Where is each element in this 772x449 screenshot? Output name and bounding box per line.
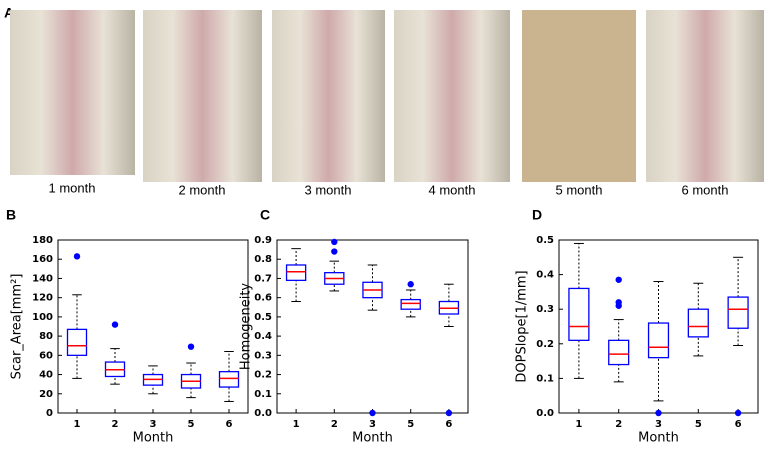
- y-tick-label: 0: [46, 408, 53, 419]
- outlier: [331, 238, 338, 246]
- y-tick-label: 0.5: [254, 312, 272, 323]
- box: [608, 339, 630, 366]
- photo-caption: 5 month: [556, 182, 603, 197]
- y-axis-label: Scar_Area[mm²]: [10, 274, 25, 380]
- outlier: [615, 302, 622, 309]
- box: [400, 298, 421, 310]
- photo-caption: 1 month: [49, 180, 96, 195]
- photo-caption: 3 month: [305, 182, 352, 197]
- y-tick-label: 0.6: [254, 293, 272, 304]
- y-tick-label: 40: [39, 370, 53, 381]
- y-tick-label: 140: [32, 273, 53, 284]
- y-tick-label: 0.9: [254, 235, 272, 246]
- y-tick-label: 60: [39, 350, 53, 361]
- panel-label: C: [260, 207, 270, 223]
- y-tick-label: 0.7: [254, 273, 272, 284]
- y-tick-label: 0.0: [536, 408, 554, 419]
- photo-caption: 4 month: [429, 182, 476, 197]
- y-tick-label: 0.8: [254, 254, 272, 265]
- y-tick-label: 160: [32, 254, 53, 265]
- x-axis-label: Month: [352, 431, 393, 446]
- x-tick-label: 2: [331, 419, 338, 430]
- y-axis-label: DOPSlope[1/mm]: [515, 270, 530, 382]
- panel-label: A: [4, 5, 14, 21]
- outlier: [734, 409, 742, 417]
- photo: [272, 10, 385, 182]
- outlier: [187, 343, 195, 350]
- photo-caption: 6 month: [682, 182, 729, 197]
- y-tick-label: 0.0: [254, 408, 272, 419]
- box: [66, 328, 88, 356]
- photo-caption: 2 month: [179, 182, 226, 197]
- box: [568, 287, 590, 341]
- x-tick-label: 3: [655, 419, 662, 430]
- x-tick-label: 6: [735, 419, 742, 430]
- panel-label: D: [532, 207, 542, 223]
- y-tick-label: 0.4: [536, 270, 554, 281]
- photo: [522, 10, 636, 182]
- x-tick-label: 2: [615, 419, 622, 430]
- photo: [10, 10, 135, 175]
- outlier: [331, 248, 338, 255]
- outlier: [655, 409, 662, 417]
- y-tick-label: 0.2: [536, 339, 554, 350]
- y-tick-label: 0.5: [536, 235, 554, 246]
- box: [687, 308, 709, 338]
- x-tick-label: 3: [150, 419, 157, 430]
- y-tick-label: 0.1: [536, 373, 554, 384]
- outlier: [73, 253, 81, 260]
- y-tick-label: 0.4: [254, 331, 272, 342]
- outlier: [615, 276, 622, 283]
- outlier: [445, 409, 453, 417]
- x-tick-label: 6: [226, 419, 233, 430]
- panel-label: B: [6, 207, 16, 223]
- y-tick-label: 100: [32, 312, 53, 323]
- y-tick-label: 120: [32, 293, 53, 304]
- y-tick-label: 20: [39, 389, 53, 400]
- x-axis-label: Month: [133, 431, 174, 446]
- x-tick-label: 1: [575, 419, 582, 430]
- y-axis-label: Homogeneity: [239, 283, 254, 371]
- outlier: [111, 321, 119, 328]
- photo: [646, 10, 764, 182]
- x-tick-label: 5: [407, 419, 414, 430]
- outlier: [369, 409, 376, 417]
- x-tick-label: 5: [695, 419, 702, 430]
- y-tick-label: 80: [39, 331, 53, 342]
- box: [727, 296, 749, 329]
- y-tick-label: 0.2: [254, 370, 272, 381]
- y-tick-label: 180: [32, 235, 53, 246]
- box: [218, 371, 240, 388]
- x-tick-label: 1: [74, 419, 81, 430]
- photo: [394, 10, 510, 182]
- y-tick-label: 0.3: [536, 304, 554, 315]
- x-tick-label: 5: [188, 419, 195, 430]
- x-tick-label: 6: [445, 419, 452, 430]
- y-tick-label: 0.1: [254, 389, 272, 400]
- y-tick-label: 0.3: [254, 350, 272, 361]
- photos: [10, 10, 764, 182]
- outlier: [407, 281, 414, 288]
- x-axis-label: Month: [638, 431, 679, 446]
- x-tick-label: 2: [112, 419, 119, 430]
- box: [647, 322, 670, 359]
- x-tick-label: 3: [369, 419, 376, 430]
- x-tick-label: 1: [293, 419, 300, 430]
- box: [285, 264, 307, 282]
- photo: [143, 10, 262, 182]
